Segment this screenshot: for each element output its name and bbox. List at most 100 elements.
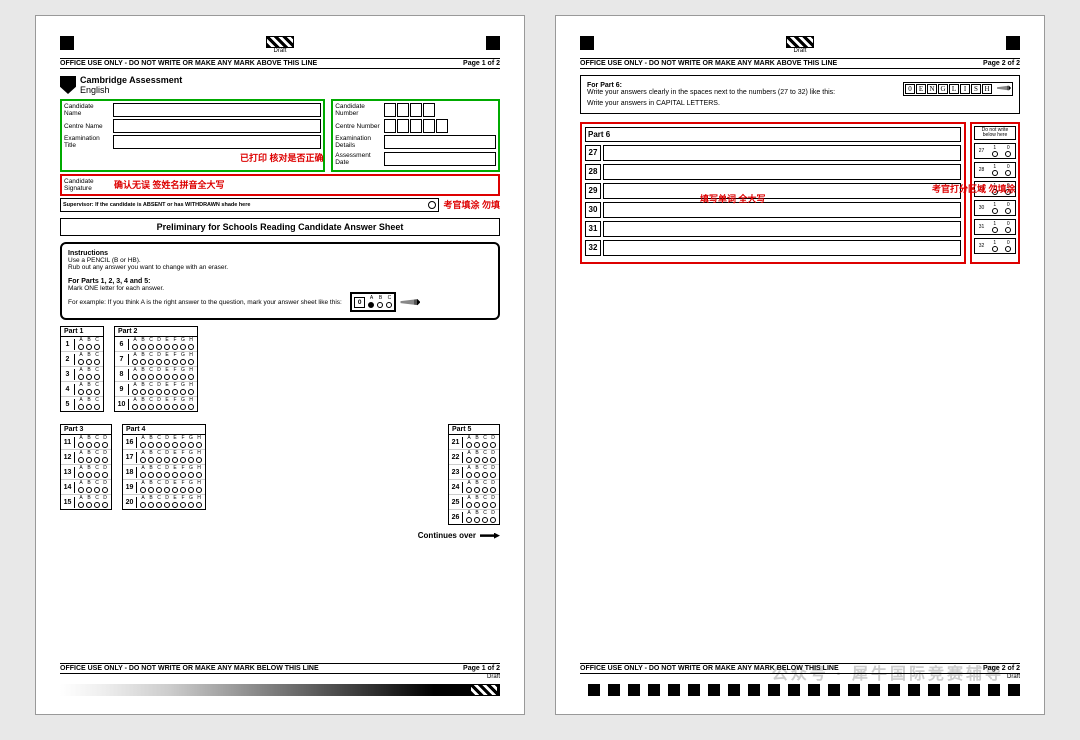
option-bubble[interactable]: B: [474, 451, 480, 463]
option-bubble[interactable]: G: [188, 436, 194, 448]
option-bubble[interactable]: B: [86, 466, 92, 478]
option-bubble[interactable]: D: [102, 466, 108, 478]
option-bubble[interactable]: A: [132, 383, 138, 395]
option-bubble[interactable]: F: [180, 436, 186, 448]
option-bubble[interactable]: D: [156, 338, 162, 350]
option-bubble[interactable]: F: [180, 496, 186, 508]
option-bubble[interactable]: F: [172, 353, 178, 365]
option-bubble[interactable]: A: [140, 436, 146, 448]
score-bubble[interactable]: [992, 151, 998, 157]
option-bubble[interactable]: A: [78, 496, 84, 508]
option-bubble[interactable]: B: [148, 451, 154, 463]
option-bubble[interactable]: A: [132, 368, 138, 380]
option-bubble[interactable]: D: [164, 451, 170, 463]
option-bubble[interactable]: H: [196, 481, 202, 493]
option-bubble[interactable]: B: [140, 398, 146, 410]
option-bubble[interactable]: E: [164, 383, 170, 395]
option-bubble[interactable]: E: [172, 466, 178, 478]
option-bubble[interactable]: B: [140, 338, 146, 350]
option-bubble[interactable]: A: [78, 398, 84, 410]
option-bubble[interactable]: B: [148, 496, 154, 508]
option-bubble[interactable]: H: [188, 368, 194, 380]
option-bubble[interactable]: D: [490, 466, 496, 478]
option-bubble[interactable]: C: [482, 481, 488, 493]
option-bubble[interactable]: A: [132, 353, 138, 365]
option-bubble[interactable]: D: [164, 496, 170, 508]
option-bubble[interactable]: B: [86, 338, 92, 350]
option-bubble[interactable]: C: [94, 466, 100, 478]
option-bubble[interactable]: H: [188, 338, 194, 350]
option-bubble[interactable]: H: [188, 383, 194, 395]
part6-answer-field[interactable]: [603, 240, 961, 256]
option-bubble[interactable]: C: [156, 496, 162, 508]
option-bubble[interactable]: H: [196, 466, 202, 478]
option-bubble[interactable]: B: [86, 383, 92, 395]
option-bubble[interactable]: C: [482, 466, 488, 478]
option-bubble[interactable]: D: [490, 496, 496, 508]
option-bubble[interactable]: G: [180, 338, 186, 350]
option-bubble[interactable]: D: [490, 481, 496, 493]
exam-details-field[interactable]: [384, 135, 496, 149]
option-bubble[interactable]: C: [94, 353, 100, 365]
option-bubble[interactable]: H: [196, 496, 202, 508]
option-bubble[interactable]: A: [132, 398, 138, 410]
option-bubble[interactable]: C: [148, 383, 154, 395]
part6-answer-field[interactable]: [603, 145, 961, 161]
option-bubble[interactable]: G: [180, 368, 186, 380]
option-bubble[interactable]: C: [156, 466, 162, 478]
score-bubble[interactable]: [992, 227, 998, 233]
option-bubble[interactable]: H: [188, 398, 194, 410]
option-bubble[interactable]: D: [490, 511, 496, 523]
option-bubble[interactable]: C: [156, 481, 162, 493]
option-bubble[interactable]: E: [164, 338, 170, 350]
option-bubble[interactable]: B: [86, 368, 92, 380]
option-bubble[interactable]: B: [474, 436, 480, 448]
option-bubble[interactable]: D: [156, 383, 162, 395]
option-bubble[interactable]: D: [156, 398, 162, 410]
option-bubble[interactable]: G: [180, 398, 186, 410]
option-bubble[interactable]: B: [148, 466, 154, 478]
option-bubble[interactable]: A: [132, 338, 138, 350]
option-bubble[interactable]: A: [78, 383, 84, 395]
option-bubble[interactable]: C: [156, 436, 162, 448]
score-bubble[interactable]: [992, 170, 998, 176]
option-bubble[interactable]: C: [94, 436, 100, 448]
exam-title-field[interactable]: [113, 135, 321, 149]
option-bubble[interactable]: E: [164, 353, 170, 365]
option-bubble[interactable]: H: [196, 451, 202, 463]
option-bubble[interactable]: G: [180, 353, 186, 365]
option-bubble[interactable]: B: [148, 436, 154, 448]
option-bubble[interactable]: A: [78, 481, 84, 493]
option-bubble[interactable]: A: [140, 451, 146, 463]
option-bubble[interactable]: A: [78, 338, 84, 350]
score-bubble[interactable]: [1005, 151, 1011, 157]
option-bubble[interactable]: C: [148, 368, 154, 380]
option-bubble[interactable]: A: [466, 436, 472, 448]
option-bubble[interactable]: H: [196, 436, 202, 448]
option-bubble[interactable]: C: [94, 368, 100, 380]
option-bubble[interactable]: B: [474, 481, 480, 493]
option-bubble[interactable]: G: [180, 383, 186, 395]
option-bubble[interactable]: G: [188, 451, 194, 463]
option-bubble[interactable]: D: [102, 496, 108, 508]
option-bubble[interactable]: B: [86, 436, 92, 448]
option-bubble[interactable]: D: [164, 436, 170, 448]
option-bubble[interactable]: B: [86, 496, 92, 508]
option-bubble[interactable]: D: [156, 368, 162, 380]
option-bubble[interactable]: A: [140, 496, 146, 508]
option-bubble[interactable]: F: [180, 451, 186, 463]
option-bubble[interactable]: C: [94, 338, 100, 350]
option-bubble[interactable]: G: [188, 481, 194, 493]
option-bubble[interactable]: B: [148, 481, 154, 493]
option-bubble[interactable]: C: [482, 511, 488, 523]
option-bubble[interactable]: A: [78, 368, 84, 380]
option-bubble[interactable]: E: [172, 496, 178, 508]
option-bubble[interactable]: A: [466, 496, 472, 508]
option-bubble[interactable]: G: [188, 496, 194, 508]
option-bubble[interactable]: F: [172, 398, 178, 410]
candidate-number-field[interactable]: [384, 103, 435, 117]
absent-bubble[interactable]: [428, 201, 436, 209]
option-bubble[interactable]: E: [164, 398, 170, 410]
score-bubble[interactable]: [1005, 208, 1011, 214]
option-bubble[interactable]: G: [188, 466, 194, 478]
